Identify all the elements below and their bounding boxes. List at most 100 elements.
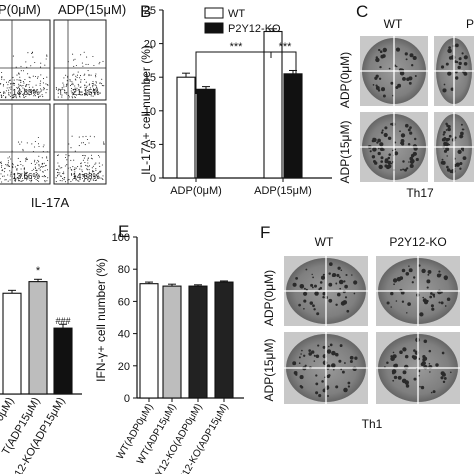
elispot-spot	[405, 272, 410, 276]
elispot-spot	[395, 65, 398, 68]
flow-event-dot	[46, 157, 48, 159]
flow-event-dot	[3, 79, 5, 81]
flow-pct-4: 14.88%	[72, 172, 99, 181]
panel-e-bar	[162, 285, 182, 399]
panel-b-x-tick-label: ADP(0μM)	[170, 185, 222, 197]
flow-event-dot	[75, 167, 77, 169]
elispot-well-image	[434, 36, 474, 106]
elispot-spot	[404, 168, 407, 172]
flow-event-dot	[61, 167, 63, 169]
flow-event-dot	[46, 89, 48, 91]
flow-event-dot	[39, 66, 42, 68]
elispot-spot	[381, 129, 384, 132]
panel-e-y-tick-label: 20	[118, 361, 130, 373]
elispot-spot	[295, 277, 298, 280]
flow-event-dot	[57, 154, 60, 156]
panel-c-col-label-wt: WT	[384, 17, 403, 31]
flow-event-dot	[45, 92, 47, 94]
elispot-spot	[461, 128, 464, 131]
flow-event-dot	[46, 151, 48, 153]
flow-event-dot	[87, 179, 89, 181]
flow-event-dot	[41, 175, 43, 177]
flow-event-dot	[46, 156, 48, 158]
flow-event-dot	[20, 65, 22, 67]
elispot-spot	[304, 364, 307, 367]
flow-event-dot	[65, 154, 67, 156]
flow-event-dot	[18, 176, 20, 178]
flow-event-dot	[57, 162, 59, 164]
sig-bracket-2	[271, 51, 297, 88]
panel-f-col-label-wt: WT	[315, 235, 334, 249]
elispot-spot	[447, 71, 452, 76]
flow-event-dot	[68, 155, 70, 157]
elispot-spot	[394, 151, 399, 156]
flow-event-dot	[69, 85, 72, 87]
elispot-well-image	[284, 256, 368, 326]
elispot-spot	[391, 369, 397, 374]
flow-event-dot	[20, 163, 22, 166]
elispot-spot	[336, 273, 340, 277]
flow-event-dot	[87, 159, 89, 161]
flow-event-dot	[74, 167, 76, 169]
elispot-spot	[440, 301, 444, 305]
elispot-spot	[372, 84, 375, 86]
elispot-spot	[413, 137, 417, 141]
flow-event-dot	[95, 85, 98, 87]
flow-event-dot	[95, 81, 97, 83]
flow-event-dot	[59, 172, 61, 174]
flow-event-dot	[18, 87, 21, 90]
elispot-spot	[377, 89, 381, 92]
flow-event-dot	[69, 79, 71, 81]
flow-event-dot	[88, 75, 90, 77]
panel-b-bar	[263, 30, 283, 179]
elispot-spot	[409, 131, 413, 135]
elispot-spot	[421, 360, 426, 366]
elispot-spot	[337, 266, 341, 270]
flow-event-dot	[83, 51, 85, 53]
flow-event-dot	[8, 91, 10, 93]
flow-event-dot	[6, 165, 8, 167]
elispot-spot	[430, 292, 433, 295]
elispot-spot	[448, 143, 451, 146]
elispot-spot	[430, 391, 433, 394]
elispot-spot	[353, 280, 358, 285]
flow-event-dot	[10, 92, 12, 94]
panel-e-bar	[188, 285, 208, 399]
flow-event-dot	[95, 88, 97, 90]
flow-event-dot	[78, 145, 80, 147]
flow-event-dot	[72, 179, 74, 181]
elispot-spot	[376, 141, 379, 144]
flow-event-dot	[75, 94, 78, 96]
legend-label-ko: P2Y12-KO	[228, 23, 281, 35]
elispot-spot	[380, 156, 384, 160]
flow-event-dot	[80, 166, 82, 168]
flow-event-dot	[73, 176, 75, 178]
flow-event-dot	[90, 74, 92, 76]
elispot-spot	[450, 87, 455, 91]
elispot-spot	[400, 133, 406, 138]
flow-event-dot	[46, 169, 49, 171]
flow-event-dot	[12, 96, 14, 99]
panel-b-bar	[196, 88, 216, 179]
flow-event-dot	[101, 78, 103, 80]
flow-event-dot	[25, 177, 27, 179]
flow-event-dot	[8, 89, 10, 91]
elispot-spot	[311, 286, 314, 289]
elispot-spot	[431, 307, 435, 311]
elispot-spot	[375, 84, 378, 87]
panel-f-col-label-ko: P2Y12-KO	[389, 235, 446, 249]
flow-event-dot	[91, 167, 93, 169]
elispot-spot	[446, 165, 449, 169]
flow-event-dot	[0, 94, 2, 96]
flow-event-dot	[20, 168, 22, 170]
elispot-spot	[353, 292, 356, 295]
flow-event-dot	[87, 89, 89, 91]
elispot-spot	[299, 375, 304, 380]
flow-event-dot	[103, 85, 105, 87]
elispot-spot	[440, 291, 443, 294]
flow-event-dot	[39, 95, 41, 97]
flow-event-dot	[9, 170, 11, 172]
flow-event-dot	[94, 92, 96, 94]
flow-event-dot	[94, 179, 96, 182]
